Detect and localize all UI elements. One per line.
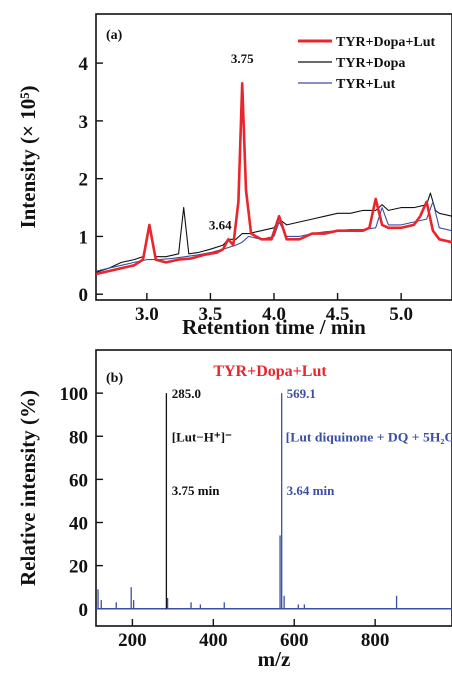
annotation-peak-375: 3.75 — [231, 51, 254, 66]
panel-b-x-tick-label: 600 — [280, 630, 309, 651]
panel-a-y-tick-label: 0 — [79, 285, 89, 306]
panel-b-x-axis-label: m/z — [258, 647, 291, 671]
annotation-375-min: 3.75 min — [172, 483, 220, 498]
legend-label-tyr-dopa: TYR+Dopa — [336, 56, 405, 71]
panel-a-y-tick-label: 4 — [79, 54, 89, 75]
panel-a-x-tick-label: 5.0 — [389, 304, 413, 325]
panel-a-x-tick-label: 4.0 — [262, 304, 286, 325]
panel-a-y-tick-label: 2 — [79, 170, 89, 191]
panel-a-x-tick-label: 4.5 — [326, 304, 350, 325]
panel-b-y-tick-label: 20 — [69, 557, 88, 578]
annotation-569: 569.1 — [287, 386, 316, 401]
panel-b-y-tick-label: 100 — [60, 384, 89, 405]
panel-b-y-tick-label: 0 — [79, 600, 89, 621]
panel-a-label: (a) — [106, 28, 123, 43]
panel-a-y-tick-label: 3 — [79, 112, 89, 133]
panel-b-label: (b) — [106, 371, 123, 386]
panel-a: 3.0 3.5 4.0 4.5 5.0 0 1 2 3 4 (a) 3.75 3.64 TYR+… — [16, 13, 452, 339]
panel-b-frame — [95, 349, 452, 627]
panel-a-x-tick-label: 3.5 — [199, 304, 223, 325]
legend: TYR+Dopa+Lut TYR+Dopa TYR+Lut — [298, 35, 436, 92]
legend-label-tyr-lut: TYR+Lut — [336, 77, 396, 92]
panel-b-x-tick-label: 200 — [118, 630, 147, 651]
panel-b-y-tick-label: 60 — [69, 470, 88, 491]
series-line-tyr-dopa — [95, 192, 452, 273]
panel-b-y-tick-label: 80 — [69, 427, 88, 448]
panel-a-x-tick-label: 3.0 — [135, 304, 159, 325]
panel-b-x-tick-label: 400 — [199, 630, 228, 651]
annotation-lut-diquinone: [Lut diquinone + DQ + 5H₂O] — [286, 429, 452, 444]
legend-label-tyr-dopa-lut: TYR+Dopa+Lut — [336, 35, 436, 50]
panel-b-y-tick-label: 40 — [69, 514, 88, 535]
annotation-285: 285.0 — [172, 386, 201, 401]
panel-a-y-axis-label: Intensity (× 10⁵) — [16, 85, 40, 228]
panel-a-y-tick-label: 1 — [79, 227, 89, 248]
series-line-tyr-dopa-lut — [95, 82, 452, 276]
panel-b-title: TYR+Dopa+Lut — [213, 363, 327, 380]
series-line-tyr-lut — [95, 201, 452, 272]
panel-b-y-axis-label: Relative intensity (%) — [16, 390, 40, 586]
panel-a-x-axis-label: Retention time / min — [182, 315, 366, 339]
annotation-lut-h: [Lut−H⁺]⁻ — [172, 429, 232, 444]
panel-b: 200 400 600 800 0 20 40 60 80 100 (b) TYR+Dopa+L… — [16, 349, 452, 671]
annotation-peak-364: 3.64 — [209, 218, 232, 233]
panel-b-x-tick-label: 800 — [361, 630, 390, 651]
annotation-364-min: 3.64 min — [287, 483, 335, 498]
